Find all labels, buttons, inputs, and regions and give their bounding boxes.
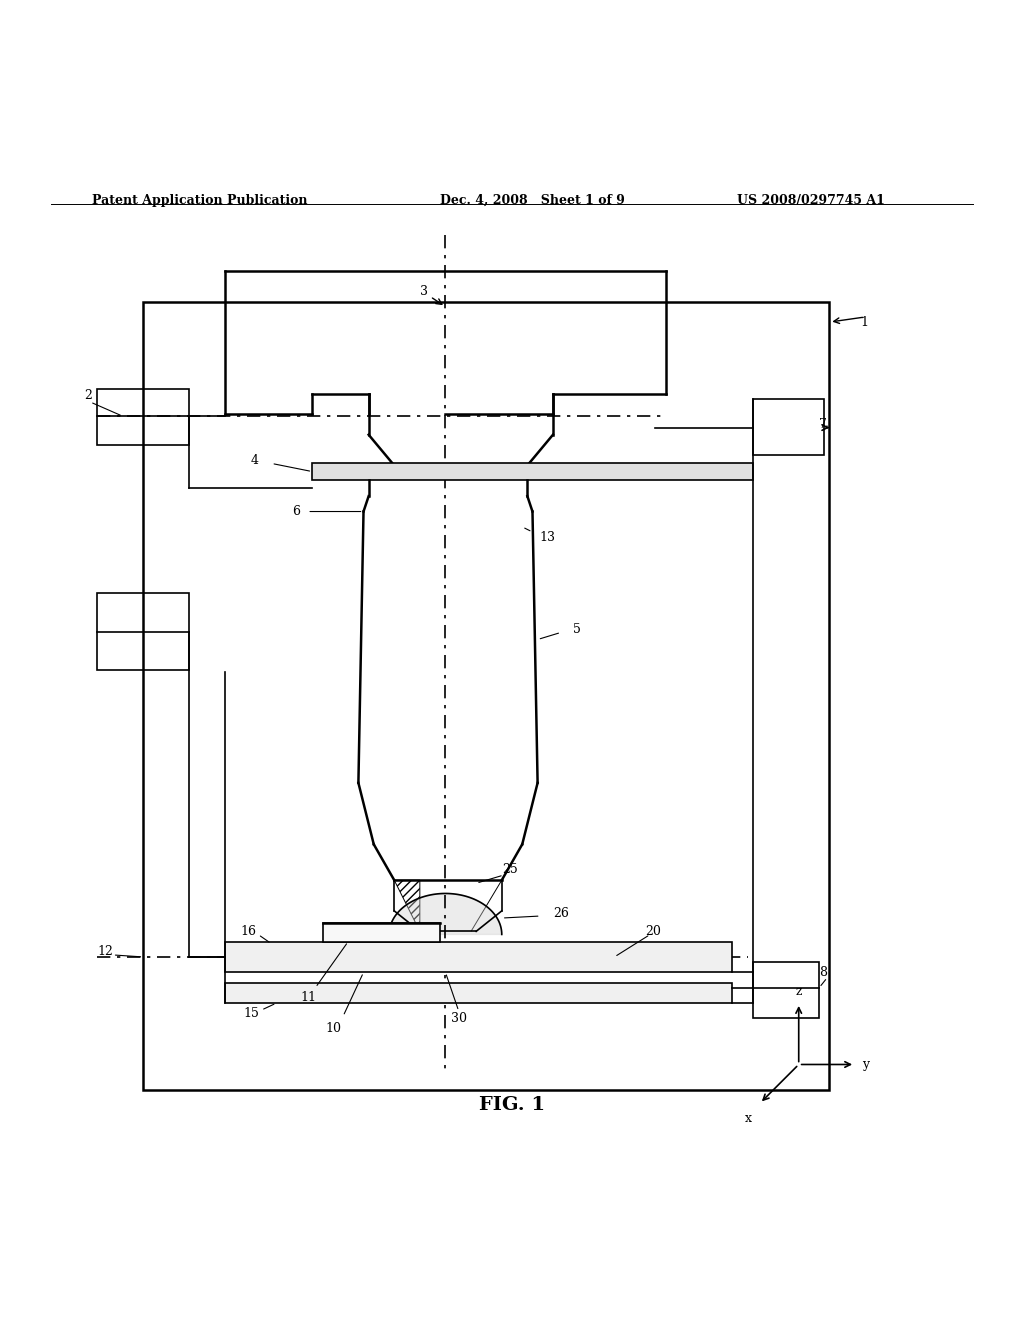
- Text: 12: 12: [97, 945, 114, 958]
- Text: y: y: [862, 1059, 869, 1071]
- FancyBboxPatch shape: [312, 463, 753, 479]
- Text: 13: 13: [540, 531, 556, 544]
- Text: 5: 5: [573, 623, 582, 636]
- Text: 2: 2: [84, 389, 92, 403]
- Text: 8: 8: [819, 966, 827, 979]
- Text: Dec. 4, 2008   Sheet 1 of 9: Dec. 4, 2008 Sheet 1 of 9: [440, 194, 626, 207]
- Text: 25: 25: [502, 863, 517, 876]
- Text: 26: 26: [553, 907, 569, 920]
- Text: 30: 30: [451, 1012, 467, 1024]
- FancyBboxPatch shape: [225, 982, 732, 1003]
- Text: 15: 15: [244, 1007, 260, 1020]
- Text: 7: 7: [819, 418, 827, 430]
- Text: x: x: [744, 1111, 752, 1125]
- FancyBboxPatch shape: [225, 941, 732, 973]
- Text: 1: 1: [860, 315, 868, 329]
- Text: 11: 11: [300, 991, 316, 1005]
- Text: 4: 4: [251, 454, 259, 467]
- Text: 3: 3: [420, 285, 428, 298]
- Text: 10: 10: [326, 1022, 342, 1035]
- Text: FIG. 1: FIG. 1: [479, 1097, 545, 1114]
- Text: Patent Application Publication: Patent Application Publication: [92, 194, 307, 207]
- Text: 20: 20: [645, 925, 662, 937]
- Text: 16: 16: [241, 925, 257, 937]
- Text: z: z: [796, 985, 802, 998]
- Polygon shape: [389, 894, 502, 935]
- FancyBboxPatch shape: [323, 923, 440, 941]
- Text: 6: 6: [292, 506, 300, 517]
- Text: US 2008/0297745 A1: US 2008/0297745 A1: [737, 194, 885, 207]
